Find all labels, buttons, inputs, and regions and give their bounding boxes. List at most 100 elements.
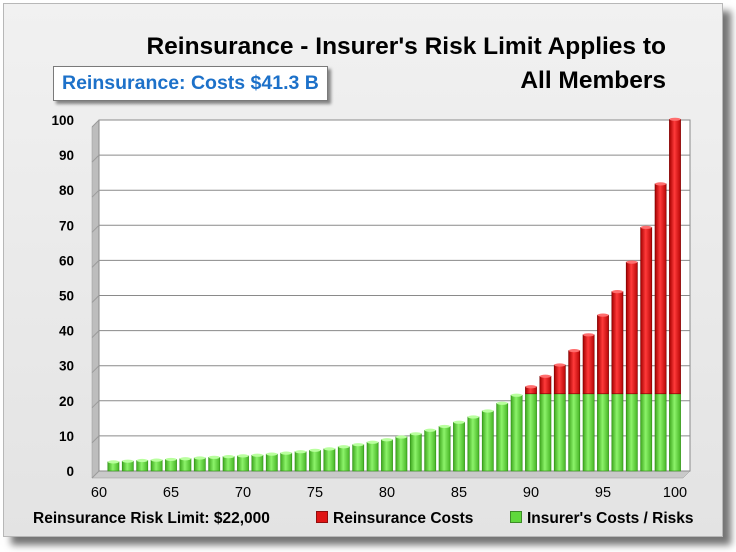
y-tick-label: 0 bbox=[66, 464, 74, 479]
y-tick-label: 100 bbox=[51, 113, 74, 128]
y-tick-label: 70 bbox=[59, 218, 74, 233]
plot-floor bbox=[91, 470, 691, 479]
legend-label-reinsurance: Reinsurance Costs bbox=[333, 510, 474, 527]
x-tick-label: 90 bbox=[523, 485, 539, 501]
bar-top-insurer bbox=[136, 458, 148, 463]
bar-insurer bbox=[510, 394, 523, 472]
chart-title-line2: All Members bbox=[520, 67, 666, 94]
gridline-side bbox=[91, 260, 100, 268]
bar-insurer bbox=[467, 416, 480, 472]
gridline-side bbox=[91, 224, 100, 233]
bar-insurer bbox=[625, 393, 638, 472]
bar-top-insurer bbox=[510, 393, 523, 397]
bar-top-insurer bbox=[165, 457, 177, 462]
x-tick-label: 60 bbox=[91, 485, 107, 501]
bar-top-insurer bbox=[237, 454, 249, 458]
x-tick-label: 80 bbox=[379, 485, 395, 501]
bar-reinsurance bbox=[640, 227, 653, 395]
bar-insurer bbox=[366, 441, 379, 472]
legend-insurer: Insurer's Costs / Risks bbox=[510, 510, 694, 528]
bar-top-insurer bbox=[194, 456, 206, 460]
bar-insurer bbox=[654, 393, 667, 472]
risk-limit-label: Reinsurance Risk Limit: $22,000 bbox=[33, 510, 270, 527]
bar-top-insurer bbox=[107, 460, 119, 464]
bar-top-insurer bbox=[151, 458, 163, 462]
bar-insurer bbox=[337, 446, 350, 472]
bar-top-insurer bbox=[381, 438, 393, 442]
bar-top-reinsurance bbox=[525, 385, 537, 389]
x-tick-label: 100 bbox=[663, 485, 687, 501]
bar-top-insurer bbox=[295, 450, 307, 454]
bar-insurer bbox=[481, 410, 494, 472]
x-tick-label: 65 bbox=[163, 485, 179, 501]
bar-insurer bbox=[568, 393, 581, 472]
chart-title: Reinsurance - Insurer's Risk Limit Appli… bbox=[90, 30, 666, 98]
bar-top-reinsurance bbox=[640, 225, 652, 230]
bar-insurer bbox=[280, 452, 293, 472]
bar-top-insurer bbox=[395, 435, 407, 439]
reinsurance-cost-badge: Reinsurance: Costs $41.3 B bbox=[53, 66, 328, 101]
bar-insurer bbox=[179, 458, 192, 472]
x-tick-label: 95 bbox=[595, 485, 611, 501]
gridline-side bbox=[91, 119, 100, 128]
bar-top-insurer bbox=[410, 432, 422, 436]
bar-insurer bbox=[237, 455, 249, 472]
bar-insurer bbox=[265, 453, 278, 472]
x-tick-label: 75 bbox=[307, 485, 323, 501]
bar-insurer bbox=[582, 393, 595, 472]
bar-top-reinsurance bbox=[539, 374, 552, 378]
gridline-side bbox=[91, 154, 100, 163]
gridline-side bbox=[91, 365, 100, 374]
bar-insurer bbox=[165, 459, 177, 472]
bar-top-reinsurance bbox=[568, 349, 580, 353]
bar-reinsurance bbox=[553, 364, 566, 395]
bar-insurer bbox=[669, 393, 681, 472]
bar-top-insurer bbox=[467, 415, 479, 419]
bar-insurer bbox=[597, 393, 609, 472]
bar-insurer bbox=[438, 426, 451, 472]
bar-reinsurance bbox=[568, 350, 581, 395]
bar-top-insurer bbox=[453, 420, 465, 424]
bar-reinsurance bbox=[539, 375, 552, 395]
y-tick-label: 40 bbox=[59, 324, 74, 339]
y-tick-label: 60 bbox=[59, 253, 74, 268]
bar-reinsurance bbox=[654, 183, 667, 395]
y-tick-label: 20 bbox=[59, 394, 74, 409]
gridline-side bbox=[91, 470, 100, 479]
bar-top-reinsurance bbox=[669, 117, 681, 121]
legend-label-insurer: Insurer's Costs / Risks bbox=[527, 510, 694, 527]
bar-insurer bbox=[381, 439, 393, 472]
gridline-side bbox=[91, 189, 100, 198]
bar-insurer bbox=[395, 436, 408, 472]
y-tick-label: 80 bbox=[59, 183, 74, 198]
bar-top-insurer bbox=[122, 459, 134, 463]
x-tick-label: 85 bbox=[451, 485, 467, 501]
bar-insurer bbox=[539, 393, 552, 472]
bar-top-reinsurance bbox=[655, 182, 667, 186]
bar-insurer bbox=[611, 393, 624, 472]
bar-reinsurance bbox=[625, 261, 638, 395]
bar-insurer bbox=[640, 393, 653, 472]
bar-top-insurer bbox=[280, 451, 292, 455]
bar-insurer bbox=[208, 457, 221, 472]
bar-top-reinsurance bbox=[611, 290, 624, 294]
bar-top-insurer bbox=[323, 447, 335, 451]
bar-insurer bbox=[309, 449, 321, 472]
bar-insurer bbox=[294, 451, 307, 472]
y-tick-label: 30 bbox=[59, 359, 74, 374]
bar-top-insurer bbox=[309, 448, 321, 452]
bar-top-insurer bbox=[367, 440, 379, 444]
legend-reinsurance: Reinsurance Costs bbox=[316, 510, 473, 528]
gridline-side bbox=[91, 400, 100, 409]
bar-top-insurer bbox=[482, 409, 494, 413]
gridline-side bbox=[91, 295, 100, 303]
bar-top-insurer bbox=[352, 443, 364, 447]
gridline-side bbox=[91, 435, 100, 444]
bar-top-insurer bbox=[251, 453, 263, 457]
bar-insurer bbox=[409, 433, 422, 472]
bar-insurer bbox=[193, 457, 206, 472]
bar-insurer bbox=[496, 402, 509, 472]
bar-insurer bbox=[222, 456, 235, 472]
bar-reinsurance bbox=[669, 118, 681, 395]
bar-insurer bbox=[251, 454, 264, 472]
